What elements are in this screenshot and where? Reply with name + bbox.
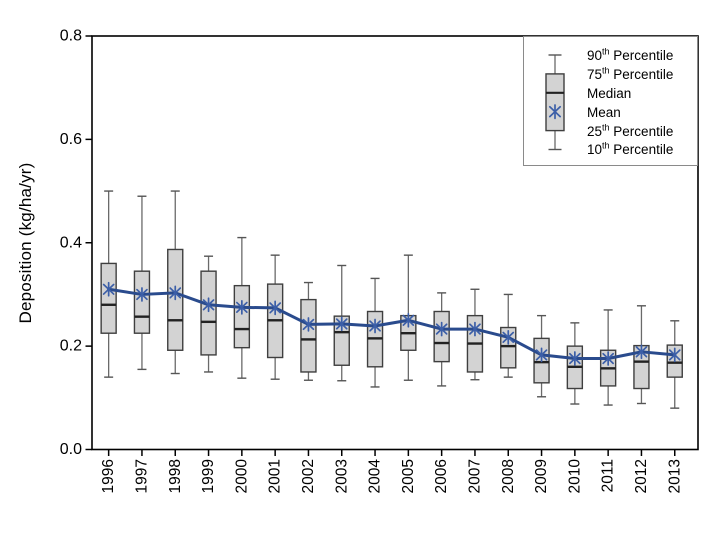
x-tick-label-1996: 1996 xyxy=(100,459,117,493)
legend-item-p25: 25th Percentile xyxy=(587,122,674,139)
boxplot-1997 xyxy=(133,195,151,371)
iqr-box-2000 xyxy=(233,284,251,349)
mean-marker-2005 xyxy=(402,312,415,328)
x-tick-label-2001: 2001 xyxy=(267,459,284,493)
legend-item-p90: 90th Percentile xyxy=(587,46,674,63)
x-tick-label-2008: 2008 xyxy=(500,459,517,493)
legend-labels: 90th Percentile 75th Percentile Median M… xyxy=(573,37,697,160)
x-tick-label-2005: 2005 xyxy=(400,459,417,493)
boxplot-2013 xyxy=(666,320,683,409)
x-tick-label-2000: 2000 xyxy=(233,459,250,494)
x-tick-label-2012: 2012 xyxy=(633,459,650,493)
mean-marker-1998 xyxy=(169,285,182,301)
mean-marker-2003 xyxy=(335,316,348,332)
y-tick-label: 0.0 xyxy=(60,441,82,458)
x-tick-label-2013: 2013 xyxy=(666,459,683,493)
y-tick-label: 0.6 xyxy=(60,131,82,148)
mean-marker-2006 xyxy=(435,321,448,337)
y-tick-label: 0.2 xyxy=(60,338,82,355)
mean-marker-2000 xyxy=(236,300,248,315)
y-tick-label: 0.8 xyxy=(60,28,82,45)
mean-marker-1997 xyxy=(136,287,148,302)
mean-marker-2013 xyxy=(668,347,681,363)
mean-marker-icon xyxy=(548,104,562,120)
x-tick-label-2007: 2007 xyxy=(466,459,483,493)
x-tick-label-2010: 2010 xyxy=(566,459,583,494)
x-tick-label-2006: 2006 xyxy=(433,459,450,493)
mean-marker-1999 xyxy=(202,297,215,313)
mean-line xyxy=(107,287,677,361)
x-tick-label-1998: 1998 xyxy=(167,459,184,493)
boxplot-1999 xyxy=(200,255,217,373)
x-tick-label-2009: 2009 xyxy=(533,459,550,493)
boxplot-2006 xyxy=(433,292,450,387)
mean-marker-2009 xyxy=(535,347,548,363)
legend: 90th Percentile 75th Percentile Median M… xyxy=(523,36,698,166)
legend-boxplot-sample-icon xyxy=(545,54,565,151)
mean-marker-2010 xyxy=(568,351,581,366)
iqr-box-1996 xyxy=(100,262,117,334)
x-tick-label-1999: 1999 xyxy=(200,459,217,493)
legend-item-mean: Mean xyxy=(587,104,621,120)
x-tick-label-2004: 2004 xyxy=(367,459,384,494)
x-tick-label-1997: 1997 xyxy=(133,459,150,493)
x-tick-label-2003: 2003 xyxy=(333,459,350,493)
mean-marker-2012 xyxy=(635,344,648,360)
legend-item-p75: 75th Percentile xyxy=(587,65,674,82)
mean-marker-2001 xyxy=(269,300,281,316)
boxplot-1998 xyxy=(167,190,184,375)
legend-item-median: Median xyxy=(587,85,632,101)
iqr-box-2002 xyxy=(300,298,317,373)
x-tick-label-2011: 2011 xyxy=(600,459,617,492)
mean-marker-2008 xyxy=(502,329,515,345)
iqr-box-1997 xyxy=(133,270,151,334)
legend-item-p10: 10th Percentile xyxy=(587,140,674,158)
iqr-box-1999 xyxy=(200,270,217,356)
x-tick-label-2002: 2002 xyxy=(300,459,317,493)
iqr-box-2006 xyxy=(433,310,450,363)
mean-marker-2004 xyxy=(369,318,381,334)
mean-marker-2002 xyxy=(302,317,315,332)
mean-marker-2011 xyxy=(602,351,615,366)
mean-marker-2007 xyxy=(469,321,481,337)
boxplot-2001 xyxy=(266,254,284,380)
mean-marker-1996 xyxy=(102,281,115,297)
y-tick-label: 0.4 xyxy=(60,234,82,251)
